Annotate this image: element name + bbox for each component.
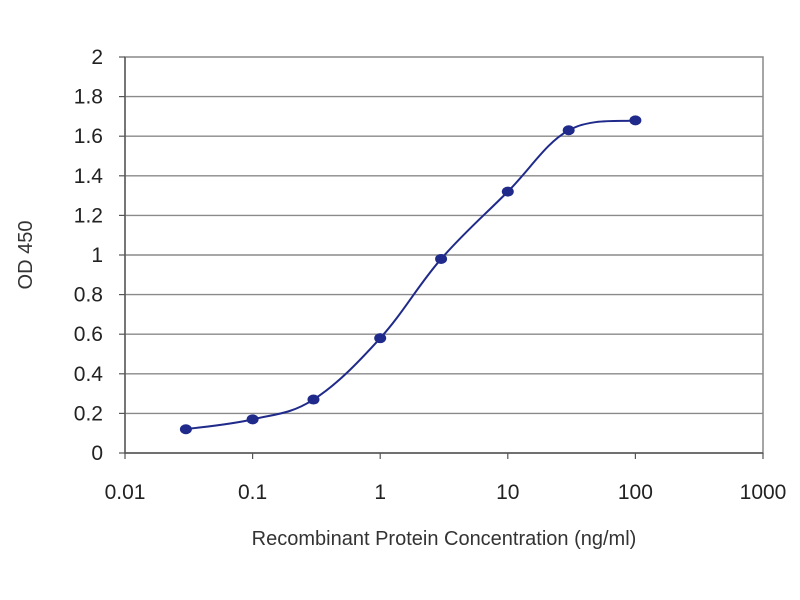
x-tick-label-2: 1 [374, 481, 386, 504]
gridlines [125, 95, 763, 415]
y-axis-ticks: 0 0.2 0.4 0.6 0.8 1 1.2 1.4 1.6 1.8 2 [74, 46, 125, 465]
x-axis-title: Recombinant Protein Concentration (ng/ml… [252, 528, 637, 550]
data-series [179, 115, 642, 435]
y-tick-label-4: 0.8 [74, 284, 103, 307]
y-tick-label-2: 0.4 [74, 363, 104, 386]
x-tick-label-5: 1000 [740, 481, 787, 504]
series-line-0 [185, 119, 636, 431]
data-point-0 [179, 424, 192, 435]
y-axis-title: OD 450 [15, 221, 37, 290]
data-point-6 [562, 125, 575, 136]
x-tick-label-0: 0.01 [105, 481, 146, 504]
y-tick-label-7: 1.4 [74, 165, 104, 188]
y-tick-label-1: 0.2 [74, 402, 103, 425]
data-point-2 [307, 394, 320, 405]
data-point-5 [501, 186, 514, 197]
x-axis-ticks: 0.01 0.1 1 10 100 1000 [105, 453, 787, 504]
y-tick-label-6: 1.2 [74, 204, 103, 227]
y-tick-label-8: 1.6 [74, 125, 103, 148]
data-point-7 [629, 115, 642, 126]
y-tick-label-9: 1.8 [74, 86, 103, 109]
y-tick-label-3: 0.6 [74, 323, 103, 346]
x-tick-label-1: 0.1 [238, 481, 267, 504]
y-tick-label-5: 1 [91, 244, 103, 267]
data-point-1 [246, 414, 259, 425]
data-point-4 [435, 253, 448, 264]
data-point-3 [374, 333, 387, 344]
x-tick-label-4: 100 [618, 481, 653, 504]
y-tick-label-0: 0 [91, 442, 103, 465]
x-tick-label-3: 10 [496, 481, 519, 504]
y-tick-label-10: 2 [91, 46, 103, 69]
